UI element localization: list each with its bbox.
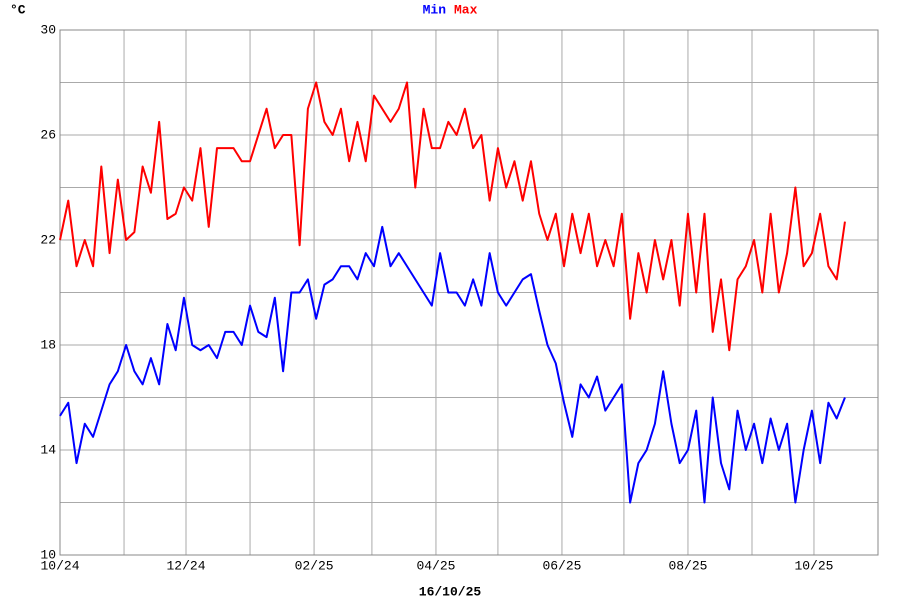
y-unit: °C [10,2,26,17]
legend-min: Min [423,2,447,17]
y-tick-label: 18 [40,337,56,352]
x-tick-label: 10/24 [40,558,79,573]
legend-max: Max [454,2,478,17]
x-tick-label: 10/25 [794,558,833,573]
y-tick-label: 30 [40,22,56,37]
x-tick-label: 04/25 [416,558,455,573]
y-tick-label: 26 [40,127,56,142]
date-label: 16/10/25 [419,584,482,599]
series-line [59,81,846,352]
plot-frame [59,29,879,556]
y-tick-label: 14 [40,442,56,457]
x-tick-label: 08/25 [668,558,707,573]
y-tick-label: 22 [40,232,56,247]
y-tick-label: 10 [40,547,56,562]
x-tick-label: 02/25 [295,558,334,573]
x-tick-label: 06/25 [542,558,581,573]
series-line [59,225,846,504]
x-tick-label: 12/24 [166,558,205,573]
